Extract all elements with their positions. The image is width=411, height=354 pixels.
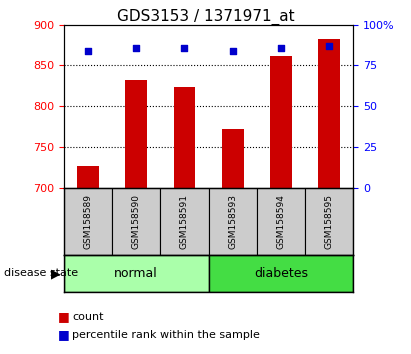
Point	[85, 48, 91, 54]
Text: percentile rank within the sample: percentile rank within the sample	[72, 330, 260, 339]
Text: disease state: disease state	[4, 268, 78, 279]
Bar	[222, 129, 244, 188]
Point	[229, 48, 236, 54]
Point	[278, 45, 284, 50]
Bar	[64, 255, 208, 292]
Point	[181, 45, 188, 50]
Text: diabetes: diabetes	[254, 267, 308, 280]
Text: GDS3153 / 1371971_at: GDS3153 / 1371971_at	[117, 9, 294, 25]
Text: ■: ■	[58, 310, 69, 323]
Bar	[125, 80, 147, 188]
Bar	[257, 188, 305, 255]
Text: ▶: ▶	[51, 267, 60, 280]
Text: GSM158590: GSM158590	[132, 194, 141, 249]
Bar	[319, 39, 340, 188]
Bar	[270, 56, 292, 188]
Text: count: count	[72, 312, 104, 322]
Bar	[112, 188, 160, 255]
Text: normal: normal	[114, 267, 158, 280]
Point	[326, 43, 332, 49]
Bar	[305, 188, 353, 255]
Bar	[64, 188, 112, 255]
Bar	[209, 255, 353, 292]
Text: GSM158589: GSM158589	[83, 194, 92, 249]
Text: ■: ■	[58, 328, 69, 341]
Text: GSM158594: GSM158594	[277, 194, 286, 249]
Bar	[160, 188, 209, 255]
Text: GSM158591: GSM158591	[180, 194, 189, 249]
Point	[133, 45, 139, 50]
Bar	[209, 188, 257, 255]
Text: GSM158595: GSM158595	[325, 194, 334, 249]
Bar	[77, 166, 99, 188]
Bar	[173, 87, 195, 188]
Text: GSM158593: GSM158593	[228, 194, 237, 249]
